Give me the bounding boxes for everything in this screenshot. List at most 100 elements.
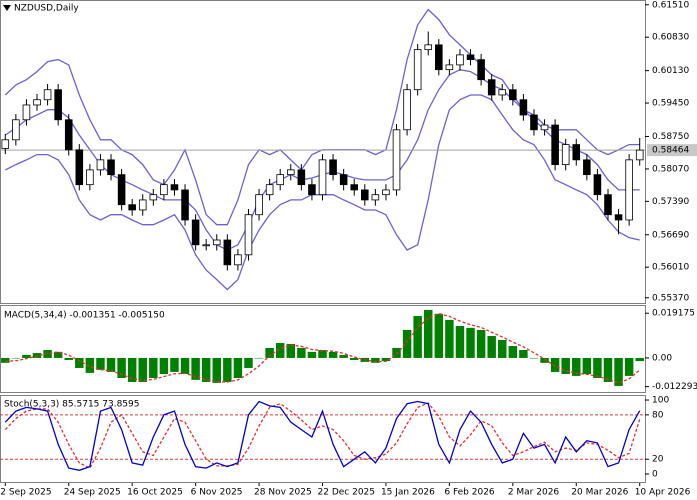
candle-body <box>286 169 295 176</box>
macd-bar <box>159 357 169 375</box>
candle-body <box>160 184 168 196</box>
y-tick-label: 0.56010 <box>652 263 689 273</box>
y-tick-label: 0.55370 <box>652 293 689 303</box>
macd-signal <box>5 312 641 384</box>
macd-bar <box>328 351 338 358</box>
macd-bar <box>43 350 52 358</box>
stoch-title: Stoch(5,3,3) 85.5715 73.8595 <box>4 400 139 410</box>
macd-bar <box>529 357 539 359</box>
candle-body <box>329 159 337 176</box>
candle-body <box>107 159 115 176</box>
candle-body <box>96 159 105 171</box>
candle-body <box>255 194 263 216</box>
macd-bar <box>593 357 602 379</box>
y-tick-label: 0.019175 <box>652 309 695 319</box>
candle-body <box>339 174 348 186</box>
candle-body <box>54 89 62 121</box>
macd-bar <box>170 357 179 372</box>
macd-bar <box>149 357 158 379</box>
y-tick-label: 0.61510 <box>652 0 689 10</box>
macd-bar <box>191 357 200 380</box>
macd-bar <box>127 357 137 382</box>
macd-bar <box>550 357 560 372</box>
candle-body <box>456 54 464 66</box>
y-tick-label: 0.58750 <box>652 132 689 142</box>
x-tick-label: 16 Oct 2025 <box>127 488 183 498</box>
candle-body <box>382 189 390 196</box>
candle-body <box>202 244 210 247</box>
macd-bar <box>180 357 190 375</box>
macd-bar <box>508 346 518 358</box>
y-tick-label: 0.58070 <box>652 164 689 174</box>
candle-body <box>170 184 179 191</box>
x-tick-label: 22 Dec 2025 <box>318 488 376 498</box>
x-tick-label: 6 Feb 2026 <box>444 488 495 498</box>
menu-arrow <box>3 5 11 11</box>
macd-bar <box>22 354 31 358</box>
candle-body <box>625 159 633 221</box>
candle-body <box>212 239 221 246</box>
candle-body <box>530 114 538 131</box>
candle-body <box>22 104 31 121</box>
candle-body <box>477 59 485 81</box>
macd-bar <box>307 351 317 358</box>
candle-body <box>12 119 20 141</box>
macd-bar <box>466 327 475 358</box>
macd-bar <box>254 357 264 359</box>
candle-body <box>117 174 126 206</box>
candle-body <box>191 219 200 246</box>
macd-bar <box>519 350 528 358</box>
candle-body <box>297 169 306 186</box>
candle-body <box>138 199 147 211</box>
candle-body <box>181 189 189 221</box>
y-tick-label: 0.57390 <box>652 197 689 207</box>
candle-body <box>509 89 517 101</box>
macd-bar <box>297 347 306 358</box>
candle-body <box>75 149 84 186</box>
macd-title: MACD(5,34,4) -0.001351 -0.005150 <box>4 311 165 321</box>
candle-body <box>466 54 475 61</box>
y-tick-label: 20 <box>652 455 664 465</box>
panel-frame <box>0 305 646 393</box>
macd-bar <box>286 343 296 358</box>
macd-bar <box>624 357 634 376</box>
macd-bar <box>75 357 84 368</box>
x-tick-label: 2 Sep 2025 <box>0 488 51 498</box>
macd-bar <box>339 354 348 358</box>
x-tick-label: 6 Nov 2025 <box>191 488 243 498</box>
macd-bar <box>371 357 380 363</box>
macd-bar <box>413 315 422 358</box>
macd-bar <box>392 347 401 358</box>
candle-body <box>403 89 411 131</box>
macd-bar <box>349 357 359 361</box>
candle-body <box>583 159 591 176</box>
candle-body <box>424 44 433 51</box>
candle-body <box>244 214 253 256</box>
macd-bar <box>96 357 105 370</box>
macd-bar <box>244 357 253 368</box>
macd-bar <box>318 350 327 358</box>
candle-body <box>561 144 570 166</box>
candle-body <box>86 169 94 186</box>
panel-frame <box>0 395 646 483</box>
candle-body <box>498 89 507 96</box>
macd-bar <box>402 329 412 358</box>
candle-body <box>614 214 623 221</box>
macd-bar <box>381 357 391 361</box>
y-tick-label: 0.00 <box>652 353 672 363</box>
y-tick-label: 0.60130 <box>652 66 689 76</box>
macd-bar <box>138 357 147 382</box>
x-tick-label: 24 Sep 2025 <box>64 488 121 498</box>
candle-body <box>318 159 327 196</box>
x-tick-label: 2 Mar 2026 <box>508 488 560 498</box>
stoch-signal <box>4 402 641 469</box>
macd-bar <box>233 357 243 379</box>
macd-bar <box>445 319 454 358</box>
x-tick-label: 10 Apr 2026 <box>635 488 691 498</box>
last-price-box <box>647 144 697 157</box>
macd-bar <box>106 357 116 372</box>
price-title: NZDUSD,Daily <box>14 4 79 14</box>
candle-body <box>43 89 52 101</box>
